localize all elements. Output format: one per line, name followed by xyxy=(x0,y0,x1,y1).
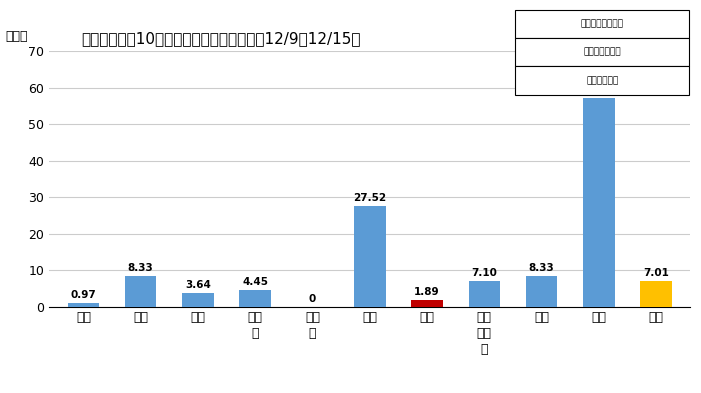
Text: 4.45: 4.45 xyxy=(243,277,268,287)
Text: 7.10: 7.10 xyxy=(471,268,497,278)
Text: 0.97: 0.97 xyxy=(71,290,96,300)
Text: 0: 0 xyxy=(309,294,316,304)
Bar xyxy=(641,281,672,307)
Bar xyxy=(68,303,99,307)
Text: 健康づくり課: 健康づくり課 xyxy=(586,76,618,85)
Y-axis label: （人）: （人） xyxy=(6,30,28,43)
Text: 3.64: 3.64 xyxy=(185,280,211,290)
Bar xyxy=(240,290,271,307)
Bar xyxy=(354,206,386,307)
Text: 1.89: 1.89 xyxy=(414,287,440,297)
Text: 8.33: 8.33 xyxy=(128,263,154,273)
Text: 57.17: 57.17 xyxy=(583,85,615,95)
Text: ２．１２．１８: ２．１２．１８ xyxy=(583,48,621,57)
Text: 8.33: 8.33 xyxy=(529,263,554,273)
Bar xyxy=(182,293,214,307)
Bar xyxy=(583,98,615,307)
Bar xyxy=(468,281,500,307)
Text: 7.01: 7.01 xyxy=(644,268,669,278)
Text: 27.52: 27.52 xyxy=(353,193,386,203)
Text: 市長記者会見資料: 市長記者会見資料 xyxy=(580,20,624,28)
Text: 圈域ごと人口10万人当たり新規陽性者数（12/9～12/15）: 圈域ごと人口10万人当たり新規陽性者数（12/9～12/15） xyxy=(81,31,360,46)
Bar xyxy=(125,276,156,307)
Bar xyxy=(411,299,443,307)
Bar xyxy=(526,276,557,307)
